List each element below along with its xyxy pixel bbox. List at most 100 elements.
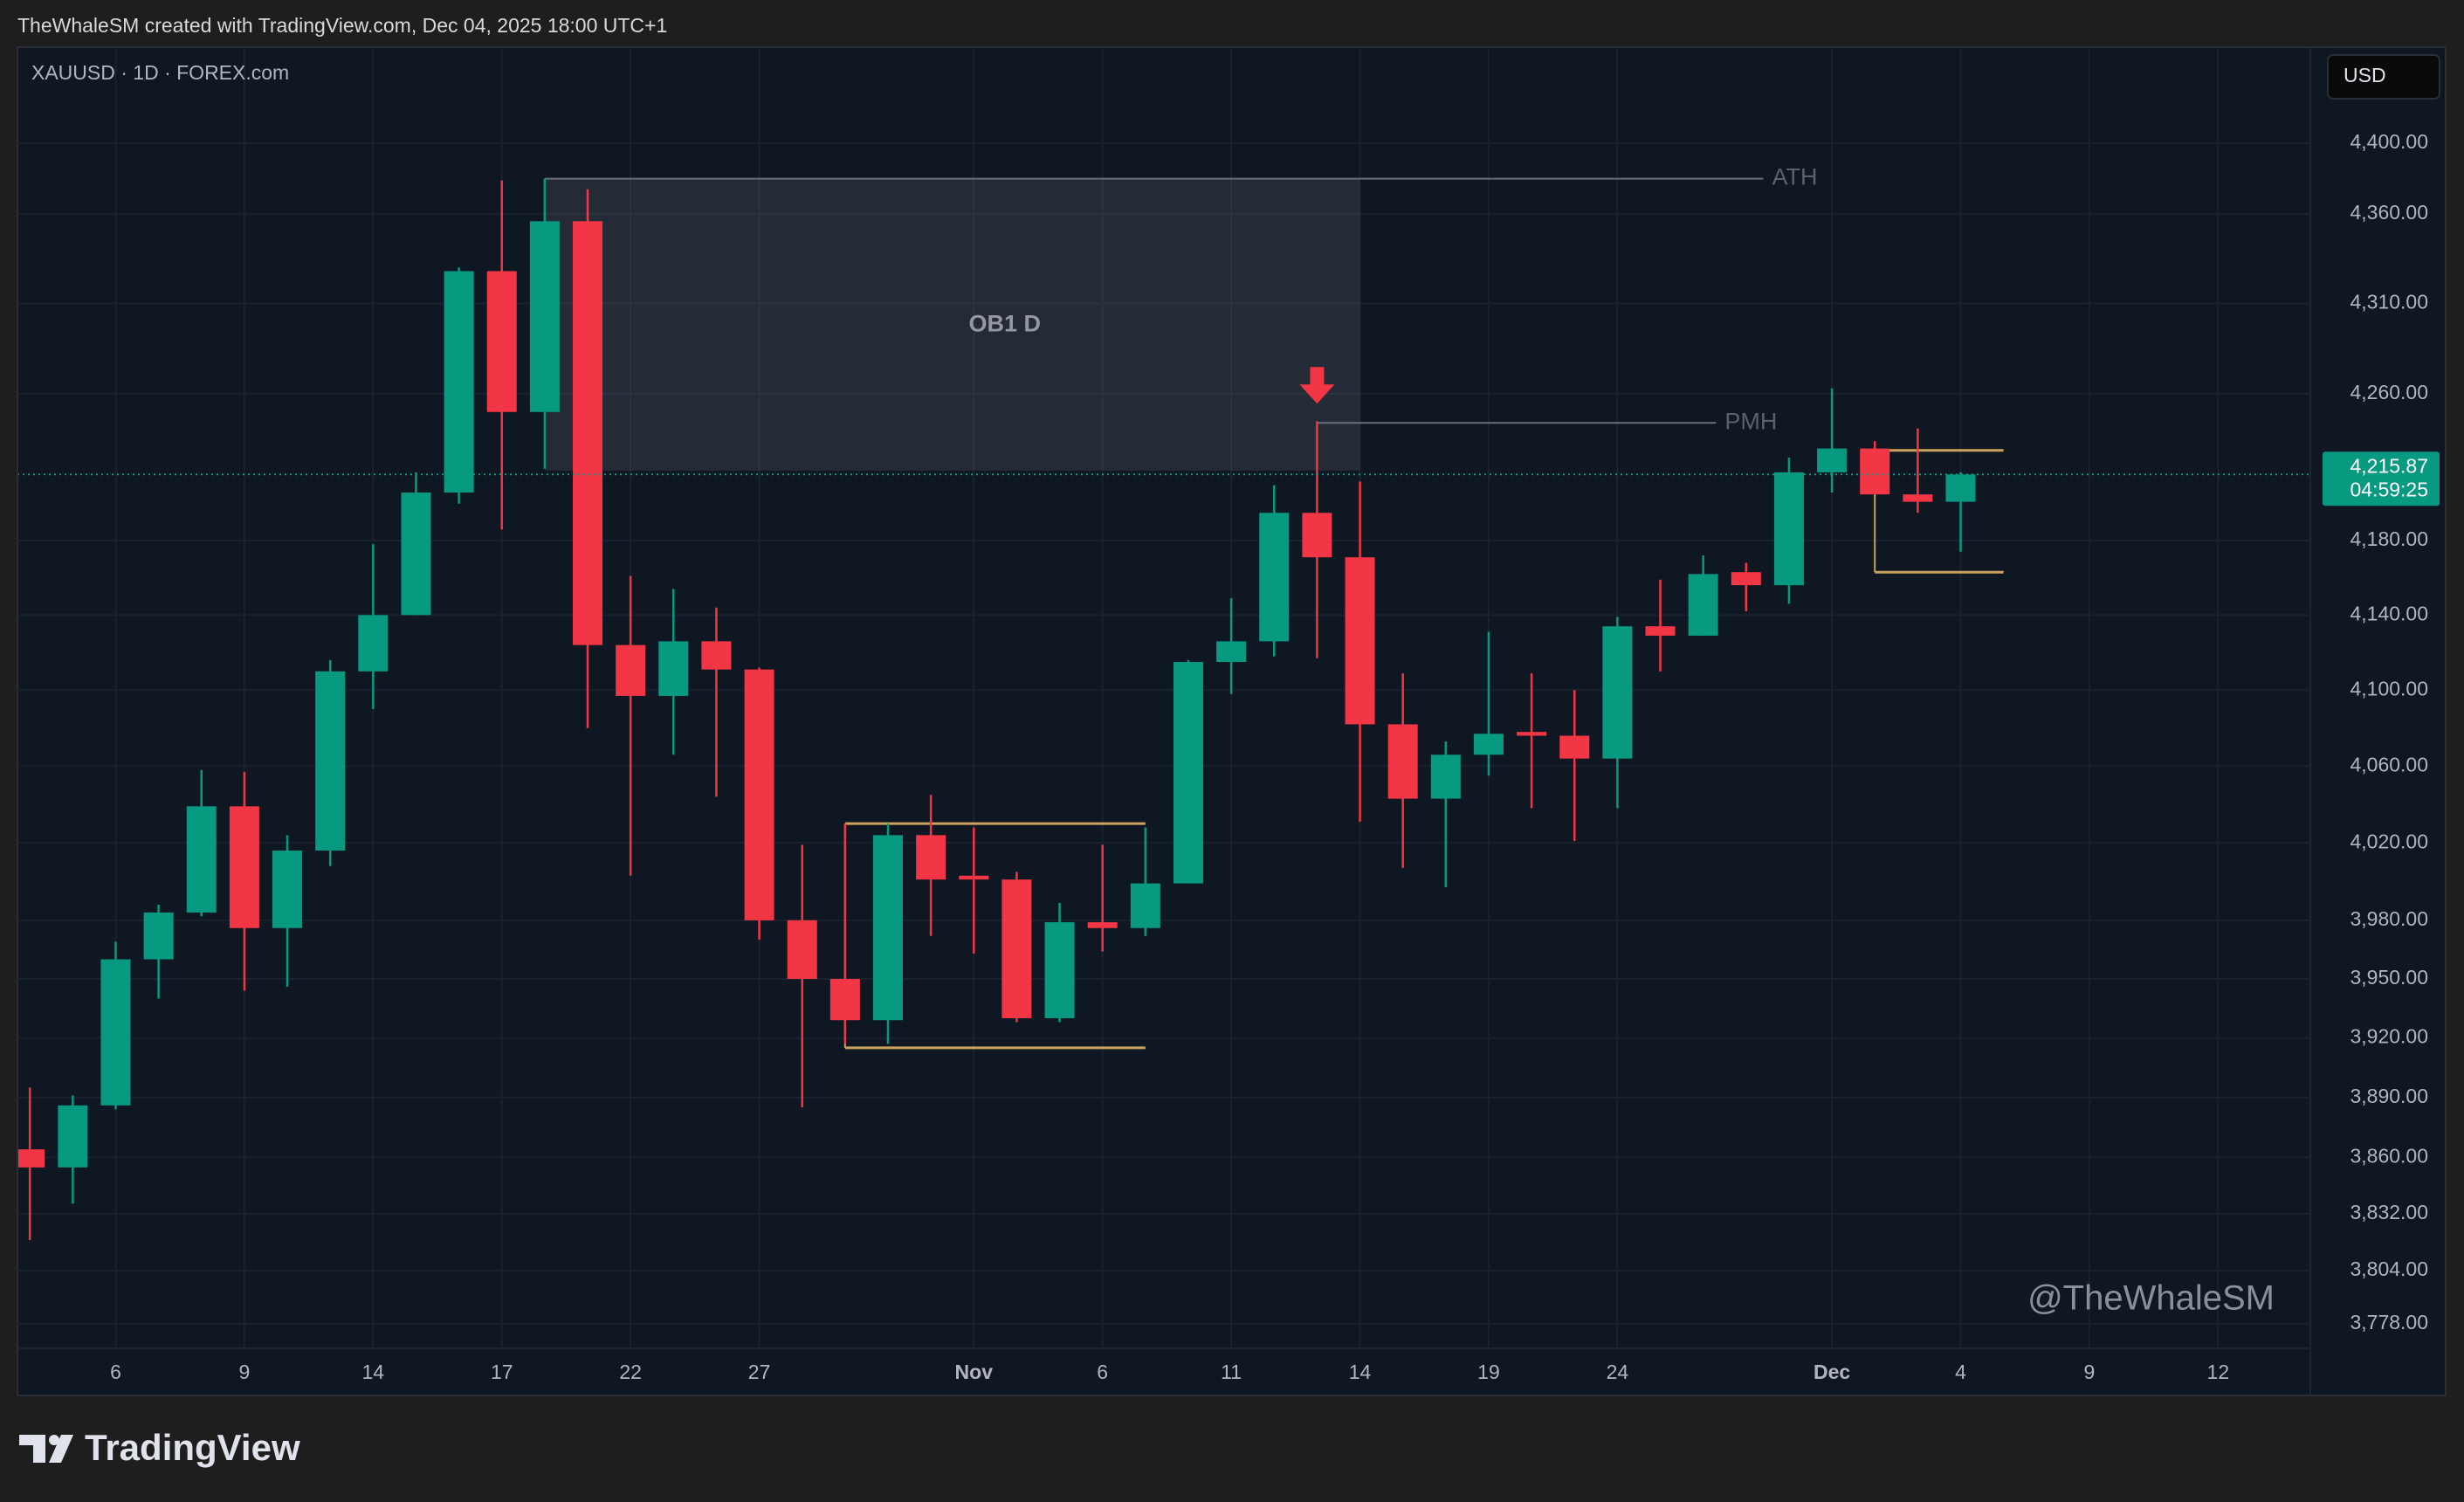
candle-body — [1903, 494, 1933, 502]
candle-body — [1860, 448, 1890, 495]
candle-body — [1430, 754, 1461, 799]
countdown-label: 04:59:25 — [2350, 478, 2428, 500]
x-tick-label: Nov — [955, 1361, 994, 1383]
candle-body — [529, 221, 560, 412]
down-arrow — [1299, 367, 1335, 404]
candle-body — [916, 835, 946, 880]
candle-body — [58, 1105, 88, 1168]
order-block-zone — [544, 178, 1360, 471]
x-tick-label: 17 — [491, 1361, 513, 1383]
x-tick-label: 24 — [1607, 1361, 1629, 1383]
candle-body — [401, 493, 431, 616]
candle-body — [1773, 472, 1804, 586]
level-label: PMH — [1724, 408, 1777, 434]
x-tick-label: 22 — [619, 1361, 642, 1383]
candle-body — [1302, 513, 1332, 558]
y-tick-label: 4,100.00 — [2350, 678, 2428, 700]
candle-body — [573, 221, 603, 645]
candle-body — [1259, 513, 1290, 642]
candle-body — [787, 920, 817, 979]
y-tick-label: 3,778.00 — [2350, 1311, 2428, 1333]
candle-body — [1216, 641, 1247, 663]
y-tick-label: 4,260.00 — [2350, 381, 2428, 403]
logo-slash — [49, 1435, 73, 1463]
candle-body — [143, 912, 174, 960]
logo-mark — [19, 1435, 45, 1463]
y-tick-label: 4,180.00 — [2350, 527, 2428, 550]
candle-body — [1173, 662, 1203, 884]
candle-body — [1559, 735, 1590, 759]
x-tick-label: 12 — [2207, 1361, 2230, 1383]
candle-body — [1602, 626, 1633, 759]
x-tick-label: 9 — [239, 1361, 251, 1383]
candle-body — [1817, 448, 1848, 472]
candle-body — [1387, 724, 1418, 799]
y-tick-label: 3,950.00 — [2350, 966, 2428, 989]
candle-body — [1044, 922, 1075, 1018]
y-tick-label: 3,980.00 — [2350, 907, 2428, 930]
y-tick-label: 4,140.00 — [2350, 602, 2428, 624]
candle-body — [1688, 574, 1718, 636]
candle-body — [873, 835, 903, 1021]
candle-body — [186, 806, 217, 913]
x-tick-label: Dec — [1814, 1361, 1850, 1383]
currency-button[interactable] — [2327, 54, 2440, 100]
x-tick-label: 6 — [110, 1361, 121, 1383]
candles — [18, 178, 2310, 1241]
candle-body — [1087, 922, 1118, 928]
level-label: ATH — [1772, 164, 1817, 190]
candle-body — [1945, 474, 1976, 502]
x-tick-label: 27 — [748, 1361, 771, 1383]
price-badge-label: 4,215.87 — [2350, 454, 2428, 477]
candle-body — [744, 669, 774, 920]
candle-body — [444, 271, 474, 493]
y-tick-label: 4,310.00 — [2350, 291, 2428, 313]
candle-body — [100, 959, 131, 1106]
drawings: OB1 D ATH PMH — [543, 164, 2004, 1050]
symbol-title: XAUUSD · 1D · FOREX.com — [31, 61, 289, 84]
candle-body — [1645, 626, 1676, 636]
x-tick-label: 14 — [362, 1361, 385, 1383]
x-tick-label: 14 — [1349, 1361, 1372, 1383]
candle-body — [1731, 572, 1761, 586]
candle-body — [486, 271, 517, 412]
candle-body — [1473, 734, 1504, 755]
tradingview-logo: TradingView — [19, 1427, 300, 1468]
y-tick-label: 3,920.00 — [2350, 1025, 2428, 1048]
zone-label: OB1 D — [968, 311, 1041, 337]
candle-body — [701, 641, 732, 670]
x-tick-label: 11 — [1221, 1361, 1242, 1383]
currency-label: USD — [2344, 64, 2386, 86]
candle-body — [959, 875, 989, 880]
candle-body — [1517, 732, 1547, 736]
candle-body — [18, 1149, 45, 1168]
candle-body — [229, 806, 259, 928]
x-tick-label: 6 — [1097, 1361, 1108, 1383]
candle-body — [272, 851, 303, 928]
watermark: @TheWhaleSM — [2027, 1279, 2275, 1318]
header-text: TheWhaleSM created with TradingView.com,… — [17, 14, 667, 37]
y-tick-label: 3,804.00 — [2350, 1257, 2428, 1280]
price-badge — [2323, 451, 2440, 506]
y-tick-label: 3,832.00 — [2350, 1201, 2428, 1223]
candle-body — [658, 641, 689, 696]
y-tick-label: 3,860.00 — [2350, 1144, 2428, 1167]
candle-body — [829, 978, 860, 1021]
x-tick-label: 19 — [1477, 1361, 1500, 1383]
candle-body — [1345, 557, 1375, 725]
candle-body — [315, 671, 346, 851]
x-tick-label: 4 — [1955, 1361, 1966, 1383]
candle-body — [358, 615, 389, 672]
footer-logo-text: TradingView — [85, 1427, 300, 1468]
y-tick-label: 4,400.00 — [2350, 130, 2428, 153]
candle-body — [1001, 879, 1032, 1018]
y-tick-label: 3,890.00 — [2350, 1085, 2428, 1107]
y-tick-label: 4,060.00 — [2350, 753, 2428, 775]
y-tick-label: 4,020.00 — [2350, 830, 2428, 852]
candle-body — [1130, 883, 1160, 928]
axes: 4,400.00 4,360.00 4,310.00 4,260.00 4,180.00… — [110, 130, 2440, 1383]
candle-body — [616, 644, 646, 696]
x-tick-label: 9 — [2084, 1361, 2096, 1383]
